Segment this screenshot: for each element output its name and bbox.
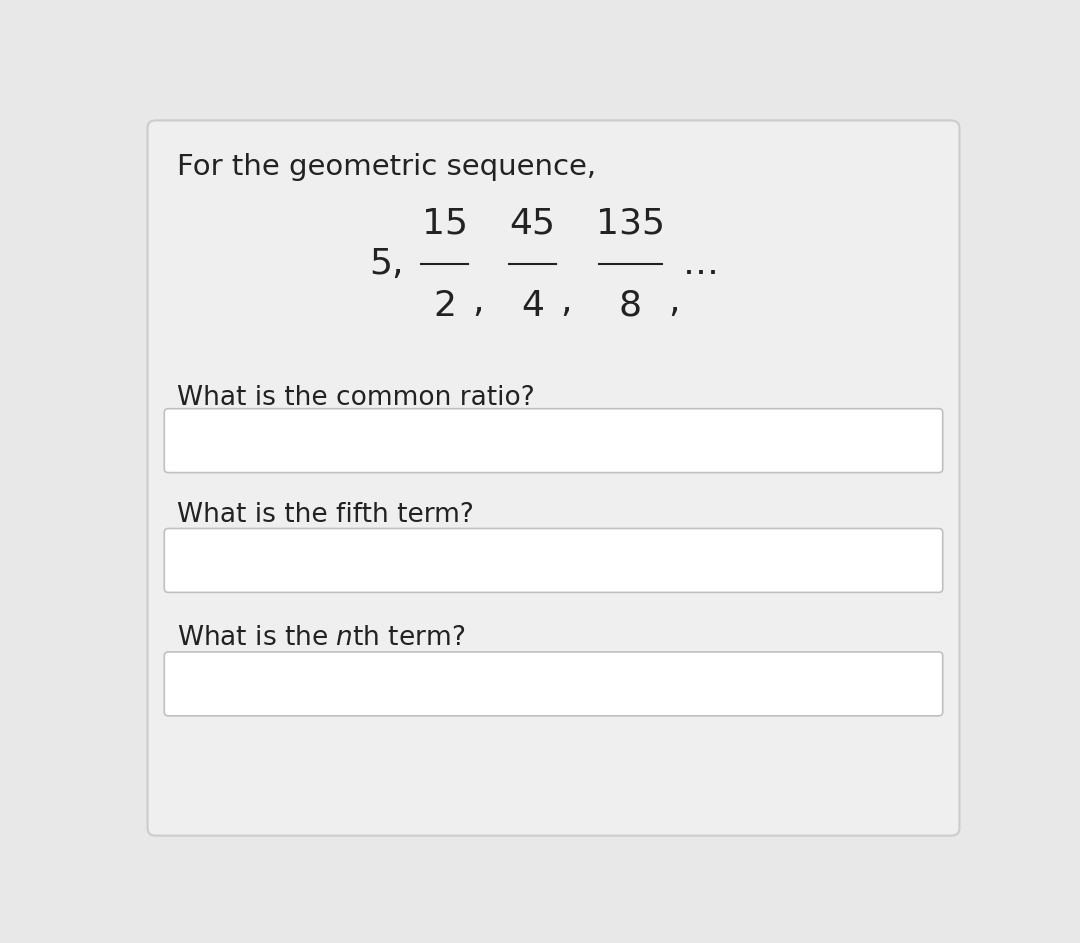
Text: …: … — [684, 247, 719, 281]
Text: 4: 4 — [521, 289, 544, 323]
Text: 2: 2 — [433, 289, 456, 323]
Text: What is the common ratio?: What is the common ratio? — [177, 386, 535, 411]
Text: ,: , — [472, 285, 484, 320]
Text: ,: , — [669, 285, 679, 320]
Text: 15: 15 — [421, 207, 468, 240]
Text: What is the fifth term?: What is the fifth term? — [177, 502, 474, 528]
Text: What is the $\it{n}$th term?: What is the $\it{n}$th term? — [177, 625, 465, 651]
FancyBboxPatch shape — [148, 121, 959, 835]
FancyBboxPatch shape — [164, 528, 943, 592]
FancyBboxPatch shape — [164, 652, 943, 716]
Text: For the geometric sequence,: For the geometric sequence, — [177, 153, 596, 181]
FancyBboxPatch shape — [164, 408, 943, 472]
Text: 5,: 5, — [369, 247, 404, 281]
Text: 8: 8 — [619, 289, 643, 323]
Text: ,: , — [561, 285, 571, 320]
Text: 45: 45 — [510, 207, 555, 240]
Text: 135: 135 — [596, 207, 665, 240]
